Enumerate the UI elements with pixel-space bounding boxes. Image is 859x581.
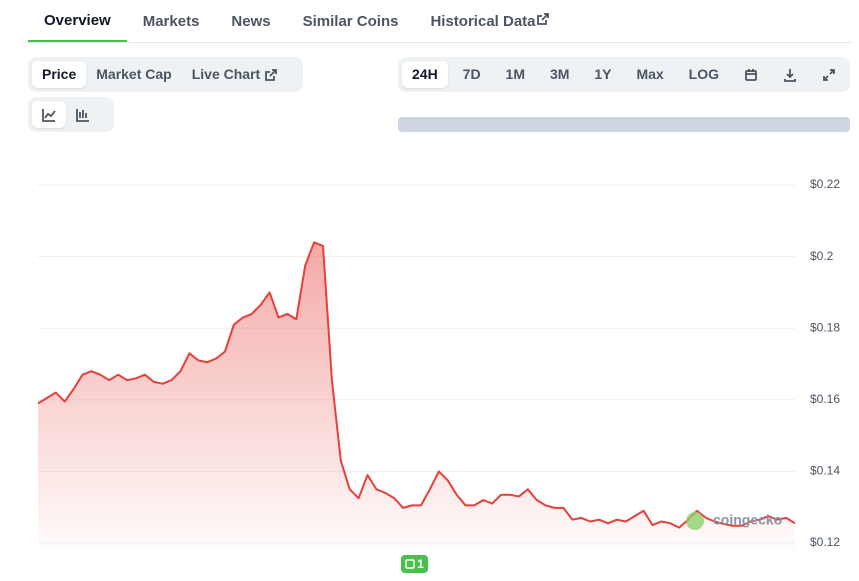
chart-style-group bbox=[28, 97, 114, 132]
calendar-button[interactable] bbox=[734, 61, 768, 88]
tab-label: Historical Data bbox=[430, 13, 536, 30]
price-line bbox=[37, 241, 796, 529]
badge-count: 1 bbox=[417, 557, 424, 571]
range-button[interactable]: 3M bbox=[549, 66, 570, 82]
candle-style-button[interactable] bbox=[66, 101, 100, 128]
chart-toggle-group: Price Market Cap Live Chart bbox=[28, 57, 303, 92]
price-area bbox=[38, 242, 795, 550]
news-icon bbox=[405, 559, 415, 569]
tab[interactable]: Historical Data bbox=[414, 0, 565, 42]
watermark-logo bbox=[686, 512, 704, 530]
tab[interactable]: Markets bbox=[142, 13, 200, 30]
tab[interactable]: News bbox=[231, 13, 271, 30]
external-icon bbox=[536, 13, 549, 25]
expand-button[interactable] bbox=[812, 61, 846, 88]
range-button[interactable]: 7D bbox=[462, 66, 481, 82]
line-icon bbox=[42, 108, 56, 122]
candle-icon bbox=[76, 108, 89, 122]
expand-icon bbox=[823, 68, 835, 81]
y-tick-label: $0.12 bbox=[810, 535, 840, 549]
download-button[interactable] bbox=[773, 61, 807, 88]
range-button[interactable]: 1Y bbox=[594, 66, 612, 82]
toggle[interactable]: Live Chart bbox=[182, 61, 288, 88]
tab[interactable]: Similar Coins bbox=[302, 13, 399, 30]
range-button[interactable]: Max bbox=[636, 66, 664, 82]
y-tick-label: $0.16 bbox=[810, 392, 840, 406]
calendar-icon bbox=[745, 68, 757, 81]
watermark: coingecko bbox=[713, 512, 782, 528]
y-tick-label: $0.14 bbox=[810, 464, 840, 478]
divider bbox=[28, 42, 851, 43]
range-slider[interactable] bbox=[398, 117, 850, 132]
range-group: 24H 7D 1M 3M 1Y Max LOG bbox=[398, 57, 850, 92]
toggle[interactable]: Price bbox=[32, 61, 87, 88]
toggle-label: Live Chart bbox=[191, 66, 261, 82]
tab[interactable]: Overview bbox=[28, 0, 127, 42]
tab-bar: Overview Markets News Similar Coins Hist… bbox=[28, 0, 566, 42]
toggle[interactable]: Market Cap bbox=[96, 66, 172, 82]
y-tick-label: $0.22 bbox=[810, 177, 840, 191]
external-icon bbox=[265, 68, 278, 81]
y-tick-label: $0.18 bbox=[810, 320, 840, 334]
news-badge[interactable]: 1 bbox=[401, 555, 428, 573]
range-button[interactable]: LOG bbox=[688, 66, 720, 82]
range-button[interactable]: 1M bbox=[505, 66, 525, 82]
y-tick-label: $0.2 bbox=[810, 249, 834, 263]
line-style-button[interactable] bbox=[32, 101, 66, 128]
range-button[interactable]: 24H bbox=[402, 61, 448, 88]
download-icon bbox=[784, 68, 796, 82]
